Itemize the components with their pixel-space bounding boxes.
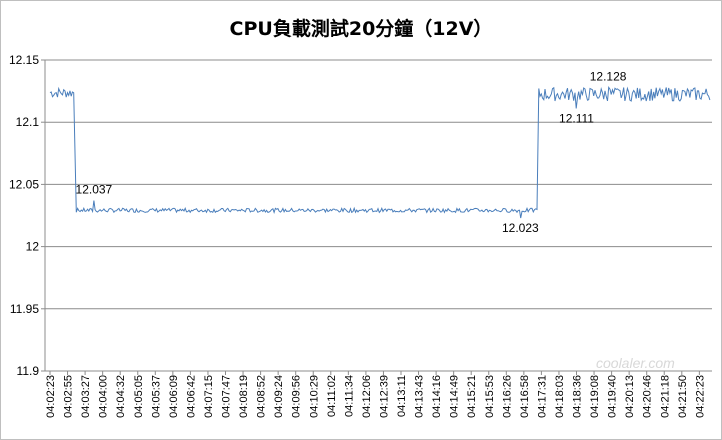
x-tick-label: 04:14:49 — [449, 375, 461, 418]
x-tick-label: 04:02:23 — [45, 375, 57, 418]
y-tick-label: 11.95 — [10, 302, 39, 316]
x-tick-label: 04:18:36 — [572, 375, 584, 418]
x-tick-label: 04:04:00 — [98, 375, 110, 418]
x-tick-label: 04:05:37 — [150, 375, 162, 418]
x-tick-label: 04:07:15 — [203, 375, 215, 418]
x-tick-label: 04:13:43 — [414, 375, 426, 418]
x-tick-label: 04:06:42 — [185, 375, 197, 418]
x-tick-label: 04:09:24 — [273, 375, 285, 418]
y-tick-label: 12 — [26, 240, 40, 254]
chart-title: CPU負載測試20分鐘（12V） — [230, 17, 493, 40]
y-tick-label: 12.05 — [9, 177, 39, 191]
x-tick-label: 04:15:21 — [466, 375, 478, 418]
x-tick-label: 04:08:19 — [238, 375, 250, 418]
y-tick-label: 12.1 — [16, 115, 40, 129]
data-label: 12.037 — [76, 183, 113, 197]
x-tick-label: 04:19:40 — [607, 375, 619, 418]
x-tick-label: 04:17:31 — [536, 375, 548, 418]
data-label: 12.128 — [590, 69, 627, 83]
x-tick-label: 04:12:06 — [361, 375, 373, 418]
x-tick-label: 04:20:46 — [642, 375, 654, 418]
x-tick-label: 04:10:29 — [308, 375, 320, 418]
x-tick-label: 04:20:13 — [624, 375, 636, 418]
grid-lines — [41, 59, 712, 372]
data-label: 12.111 — [559, 112, 594, 126]
y-axis-ticks: 11.9 11.95 12 12.05 12.1 12.15 — [9, 53, 39, 378]
x-tick-label: 04:02:55 — [63, 375, 75, 418]
y-tick-label: 11.9 — [17, 364, 40, 378]
x-tick-label: 04:21:50 — [677, 375, 689, 418]
x-tick-label: 04:08:52 — [256, 375, 268, 418]
x-tick-label: 04:09:56 — [291, 375, 303, 418]
x-tick-label: 04:13:11 — [396, 375, 408, 417]
watermark-text: coolaler.com — [596, 355, 675, 371]
x-tick-label: 04:11:02 — [326, 375, 338, 417]
x-tick-label: 04:06:09 — [168, 375, 180, 418]
x-tick-label: 04:03:27 — [80, 375, 92, 418]
x-tick-label: 04:16:26 — [501, 375, 513, 418]
x-tick-label: 04:12:39 — [378, 375, 390, 418]
x-tick-label: 04:21:18 — [659, 375, 671, 418]
x-tick-label: 04:18:03 — [554, 375, 566, 418]
x-tick-label: 04:07:47 — [221, 375, 233, 418]
x-tick-label: 04:22:23 — [694, 375, 706, 418]
x-tick-label: 04:05:05 — [133, 375, 145, 418]
x-axis — [44, 60, 712, 372]
x-tick-label: 04:11:34 — [343, 375, 355, 417]
x-tick-label: 04:14:16 — [431, 375, 443, 418]
x-tick-label: 04:15:53 — [484, 375, 496, 418]
data-label: 12.023 — [502, 221, 539, 235]
data-labels: 12.037 12.023 12.128 12.111 — [76, 69, 627, 235]
y-tick-label: 12.15 — [9, 53, 39, 67]
x-axis-ticks: 04:02:23 04:02:55 04:03:27 04:04:00 04:04:32… — [45, 371, 706, 418]
series-line — [49, 86, 711, 219]
x-tick-label: 04:16:58 — [519, 375, 531, 418]
x-tick-label: 04:04:32 — [115, 375, 127, 418]
watermark: coolaler.com — [596, 355, 675, 371]
x-tick-label: 04:19:08 — [589, 375, 601, 418]
